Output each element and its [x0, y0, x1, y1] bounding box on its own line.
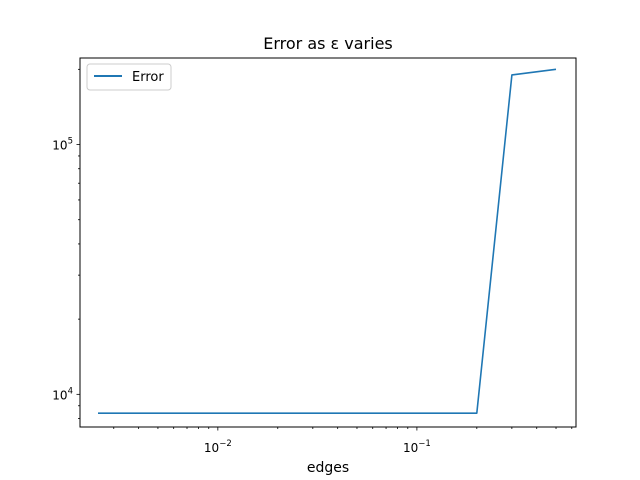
y-tick-label: 104 [52, 386, 73, 402]
x-tick-label: 10−1 [403, 439, 431, 455]
y-axis-ticks: 104 105 [52, 68, 80, 419]
axes-frame [79, 57, 577, 428]
y-tick-label: 105 [52, 137, 73, 153]
x-axis-label: edges [307, 460, 349, 476]
x-axis-ticks: 10−2 10−1 [113, 427, 573, 455]
x-tick-label: 10−2 [204, 439, 232, 455]
legend: Error [86, 63, 172, 91]
legend-label-error: Error [132, 70, 164, 85]
series-lines [98, 68, 557, 415]
legend-box [86, 63, 172, 91]
chart-title: Error as ε varies [263, 34, 393, 53]
series-line-error [98, 68, 557, 415]
plot-area: 10−2 10−1 104 105 Error [52, 57, 577, 455]
